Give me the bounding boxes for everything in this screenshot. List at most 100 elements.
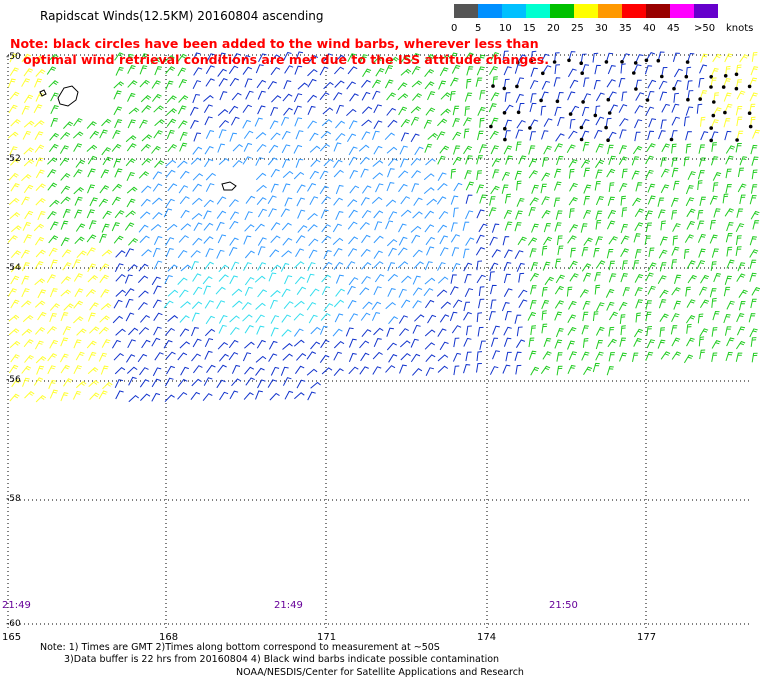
wind-barb — [126, 143, 137, 152]
wind-barb — [321, 274, 332, 283]
wind-barb — [178, 235, 189, 243]
wind-barb — [711, 339, 721, 349]
wind-barb — [34, 300, 46, 308]
wind-barb — [217, 234, 227, 244]
wind-barb — [23, 120, 35, 128]
wind-barb — [400, 68, 412, 76]
wind-barb — [165, 66, 176, 75]
wind-barb — [750, 298, 757, 309]
wind-barb — [100, 365, 109, 375]
wind-barb — [9, 67, 19, 76]
wind-barb — [659, 327, 666, 337]
wind-barb — [553, 77, 561, 87]
wind-barb — [269, 249, 280, 258]
wind-barb — [618, 301, 628, 311]
wind-barb — [154, 66, 163, 76]
wind-barb — [49, 312, 57, 323]
wind-barb — [492, 350, 500, 360]
contamination-dot — [632, 71, 636, 75]
wind-barb — [412, 249, 423, 258]
contamination-dot — [711, 113, 716, 118]
wind-barb — [412, 93, 422, 101]
wind-barb — [60, 289, 71, 297]
wind-barb — [635, 182, 643, 192]
lon-label-177: 177 — [637, 632, 657, 643]
wind-barb — [334, 66, 345, 75]
scale-unit: knots — [726, 23, 754, 34]
wind-barb — [282, 170, 294, 178]
wind-barb — [749, 249, 759, 258]
contamination-dot — [660, 74, 664, 79]
wind-barb — [503, 261, 512, 272]
wind-barb — [280, 366, 289, 376]
wind-barb — [412, 368, 423, 376]
wind-barb — [205, 183, 215, 192]
wind-barb — [466, 325, 472, 336]
wind-barb — [594, 64, 601, 75]
contamination-dot — [555, 99, 560, 104]
wind-barb — [583, 184, 592, 194]
wind-barb — [152, 212, 163, 220]
wind-barb — [373, 250, 383, 259]
wind-barb — [385, 199, 397, 207]
wind-barb — [293, 93, 303, 103]
wind-barb — [478, 298, 485, 309]
wind-barb — [658, 249, 668, 259]
wind-barb — [502, 50, 509, 61]
scale-swatch — [670, 4, 694, 18]
contamination-dot — [723, 110, 727, 115]
wind-barb — [217, 143, 225, 153]
wind-barb — [567, 68, 577, 78]
wind-barb — [709, 220, 716, 230]
wind-barb — [244, 286, 253, 296]
wind-barb — [593, 248, 600, 258]
wind-barb — [258, 53, 267, 63]
wind-barb — [23, 68, 33, 77]
wind-barb — [739, 54, 749, 63]
wind-barb — [452, 118, 460, 128]
wind-barb — [255, 132, 267, 140]
wind-barb — [736, 90, 746, 100]
wind-barb — [673, 92, 679, 103]
wind-barb — [319, 354, 330, 363]
wind-barb — [24, 210, 34, 220]
wind-barb — [307, 224, 318, 232]
wind-barb — [99, 263, 110, 272]
wind-barb — [723, 92, 732, 102]
wind-barb — [255, 355, 267, 363]
contamination-dot — [669, 137, 674, 142]
wind-barb — [397, 247, 408, 256]
contamination-dot — [634, 87, 638, 91]
wind-barb — [296, 197, 306, 207]
contamination-dot — [620, 60, 624, 64]
wind-barb — [634, 222, 644, 231]
wind-barb — [489, 271, 495, 282]
wind-barb — [7, 131, 19, 139]
wind-barb — [203, 199, 214, 208]
wind-barb — [228, 339, 239, 349]
wind-barb — [387, 288, 396, 297]
wind-barb — [111, 222, 120, 232]
contamination-dot — [593, 113, 598, 118]
wind-barb — [517, 236, 527, 246]
wind-barb — [323, 303, 334, 312]
wind-barb — [334, 313, 344, 323]
wind-barb — [374, 273, 385, 283]
wind-barb — [218, 77, 228, 87]
wind-barb — [128, 327, 139, 336]
wind-barb — [49, 389, 58, 399]
contamination-dot — [748, 124, 753, 129]
wind-barb — [450, 195, 459, 205]
wind-barb — [8, 314, 20, 322]
wind-barb — [685, 66, 692, 77]
wind-barb — [386, 342, 397, 351]
wind-barb — [515, 339, 526, 348]
wind-barb — [125, 135, 137, 143]
wind-barb — [347, 53, 357, 63]
wind-barb — [527, 311, 537, 321]
wind-barb — [21, 365, 32, 374]
wind-barb — [63, 303, 74, 311]
wind-barb — [476, 351, 483, 362]
wind-barb — [605, 117, 612, 128]
wind-barb — [270, 183, 279, 193]
